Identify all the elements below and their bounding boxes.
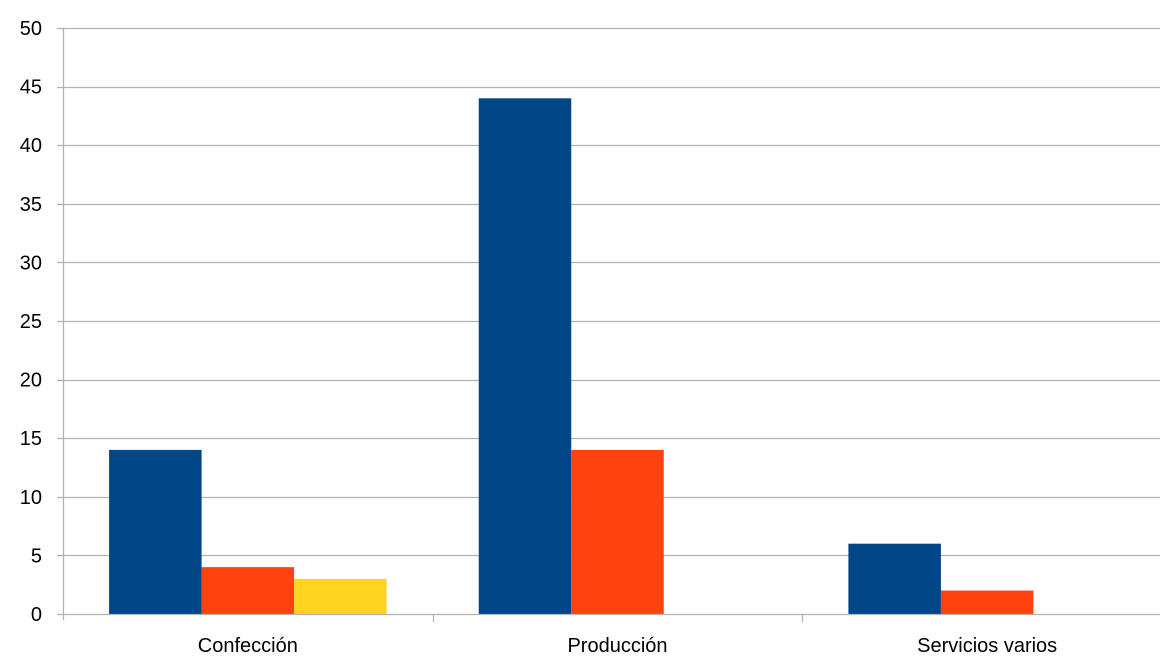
- y-tick-label: 15: [20, 428, 42, 450]
- bar-1-series-3: [294, 578, 387, 614]
- bar-1-series-1: [109, 449, 202, 614]
- y-tick-label: 0: [31, 604, 42, 626]
- x-tick-label: Servicios varios: [917, 635, 1057, 655]
- y-tick-label: 10: [20, 487, 42, 509]
- gridlines: [63, 27, 1160, 557]
- y-tick-label: 40: [20, 135, 42, 157]
- y-tick-label: 30: [20, 252, 42, 274]
- bar-1-series-2: [201, 567, 295, 614]
- bar-2-series-1: [478, 98, 572, 614]
- bar-2-series-2: [571, 449, 664, 614]
- y-tick-label: 20: [20, 370, 42, 392]
- y-tick-label: 45: [20, 77, 42, 99]
- bar-3-series-1: [848, 543, 941, 614]
- bar-3-series-2: [940, 590, 1034, 614]
- bars: [109, 98, 1034, 614]
- y-tick-label: 50: [20, 18, 42, 40]
- axes: [57, 27, 1160, 622]
- tick-labels: 0 5 10 15 20 25 30 35 40 45 50 Confección Producción…: [20, 18, 1057, 657]
- y-tick-label: 35: [20, 194, 42, 216]
- y-tick-label: 5: [31, 545, 42, 567]
- y-tick-label: 25: [20, 311, 42, 333]
- x-tick-label: Confección: [198, 635, 298, 655]
- x-tick-label: Producción: [567, 635, 667, 655]
